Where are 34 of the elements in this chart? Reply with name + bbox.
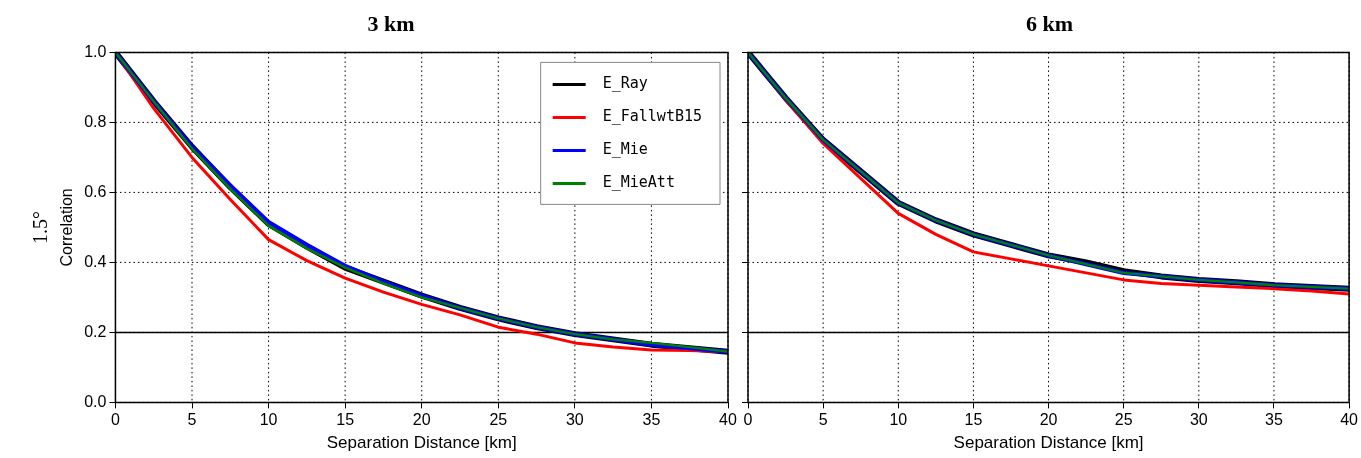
x-tick-label: 0 xyxy=(110,411,120,429)
x-tick-label: 30 xyxy=(565,411,584,429)
chart-title: 6 km xyxy=(1025,10,1074,36)
x-tick-label: 35 xyxy=(1265,411,1283,429)
legend-label: E_Mie xyxy=(602,140,648,159)
y-tick-label: 0.2 xyxy=(84,322,107,340)
legend-label: E_FallwtB15 xyxy=(602,107,703,126)
x-axis-title: Separation Distance [km] xyxy=(953,433,1144,453)
x-tick-label: 10 xyxy=(889,411,908,429)
x-tick-label: 35 xyxy=(642,411,661,429)
x-axis-title: Separation Distance [km] xyxy=(326,433,517,453)
y-tick-label: 0.4 xyxy=(84,252,107,270)
legend-label: E_Ray xyxy=(602,74,648,93)
chart-title: 3 km xyxy=(367,10,415,36)
x-tick-label: 5 xyxy=(187,411,197,429)
y-axis-title: Correlation xyxy=(58,188,76,267)
x-tick-label: 15 xyxy=(964,411,983,429)
x-tick-label: 20 xyxy=(412,411,431,429)
x-tick-label: 40 xyxy=(1340,411,1359,429)
x-tick-label: 5 xyxy=(818,411,828,429)
y-tick-label: 0.8 xyxy=(84,112,107,130)
x-tick-label: 40 xyxy=(719,411,737,429)
y-tick-label: 1.0 xyxy=(84,42,107,60)
x-tick-label: 20 xyxy=(1039,411,1058,429)
y-tick-label: 0.6 xyxy=(84,182,107,200)
text: 1.5° xyxy=(29,210,52,244)
y-tick-label: 0.0 xyxy=(84,392,107,410)
x-tick-label: 30 xyxy=(1189,411,1208,429)
x-tick-label: 25 xyxy=(1114,411,1133,429)
legend-label: E_MieAtt xyxy=(602,173,675,192)
x-tick-label: 0 xyxy=(743,411,753,429)
x-tick-label: 15 xyxy=(336,411,355,429)
x-tick-label: 25 xyxy=(489,411,508,429)
x-tick-label: 10 xyxy=(259,411,278,429)
